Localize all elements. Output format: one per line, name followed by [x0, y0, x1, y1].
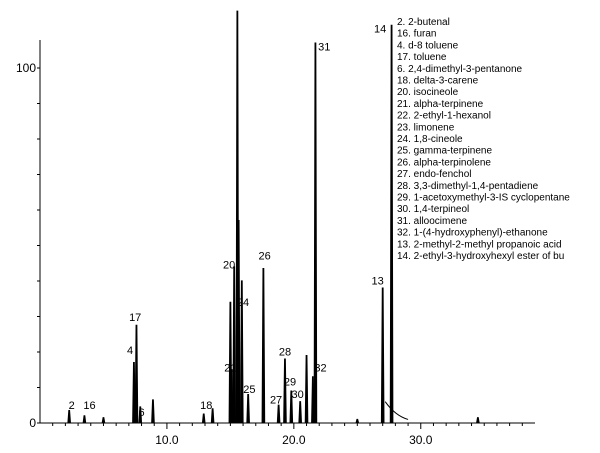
legend-entry: 13. 2-methyl-2-methyl propanoic acid: [397, 239, 562, 250]
peak-label-24: 24: [237, 297, 249, 309]
legend-entry: 32. 1-(4-hydroxyphenyl)-ethanone: [397, 228, 548, 239]
legend-entry: 16. furan: [397, 29, 436, 40]
legend-entry: 27. endo-fenchol: [397, 169, 472, 180]
peak-29: [289, 390, 294, 424]
legend-entry: 6. 2,4-dimethyl-3-pentanone: [397, 64, 523, 75]
legend-entry: 30. 1,4-terpineol: [397, 204, 469, 215]
peak-label-13: 13: [371, 276, 383, 288]
peak-unlabeled: [355, 418, 360, 424]
peak-label-18: 18: [200, 400, 212, 412]
legend-entry: 23. limonene: [397, 122, 455, 133]
peak-label-29: 29: [284, 377, 296, 389]
peak-16: [82, 415, 87, 424]
peak-2: [67, 409, 71, 424]
peak-31: [313, 42, 318, 424]
legend-entry: 20. isocineole: [397, 87, 459, 98]
peak-4: [132, 362, 136, 424]
peak-label-16: 16: [83, 400, 95, 412]
peak-label-31: 31: [318, 41, 330, 53]
peak-28: [283, 358, 287, 424]
peak-6: [138, 406, 143, 424]
legend-entry: 26. alpha-terpinolene: [397, 157, 491, 168]
peak-unlabeled: [304, 354, 309, 424]
peak-32: [311, 376, 315, 424]
peak-25: [246, 394, 250, 424]
legend-entry: 22. 2-ethyl-1-hexanol: [397, 111, 491, 122]
peak-label-25: 25: [243, 384, 255, 396]
peak-unlabeled: [151, 399, 155, 424]
peak-unlabeled: [201, 413, 206, 424]
legend-entry: 31. alloocimene: [397, 216, 467, 227]
legend-entry: 2. 2-butenal: [397, 17, 450, 28]
peak-24: [236, 220, 241, 424]
peak-13: [380, 287, 385, 424]
peak-27: [276, 404, 281, 424]
peak-17: [134, 324, 139, 424]
peak-label-2: 2: [69, 400, 75, 412]
axis-ticks: 10.0 20.0 30.0 0 100: [16, 61, 433, 447]
legend-entry: 14. 2-ethyl-3-hydroxyhexyl ester of bu: [397, 251, 564, 262]
peak-18: [210, 408, 215, 424]
peak-14-tail: [384, 401, 409, 420]
chromatogram-trace: [43, 10, 529, 424]
peak-unlabeled: [240, 280, 244, 424]
legend-entry: 25. gamma-terpinene: [397, 146, 492, 157]
peak-label-32: 32: [314, 363, 326, 375]
x-tick-label: 20.0: [282, 433, 306, 447]
peak-21: [229, 369, 234, 424]
legend-entry: 24. 1,8-cineole: [397, 134, 463, 145]
legend-entry: 18. delta-3-carene: [397, 76, 479, 87]
peak-unlabeled: [101, 417, 106, 424]
peak-label-6: 6: [138, 407, 144, 419]
legend-entry: 4. d-8 toluene: [397, 40, 459, 51]
x-tick-label: 10.0: [155, 433, 179, 447]
peak-label-4: 4: [127, 345, 133, 357]
legend-entry: 17. toluene: [397, 52, 447, 63]
peak-label-30: 30: [292, 389, 304, 401]
peak-label-14: 14: [374, 24, 386, 36]
peak-14: [389, 24, 394, 424]
peak-label-26: 26: [259, 251, 271, 263]
x-tick-label: 30.0: [409, 433, 433, 447]
peak-26: [261, 267, 266, 424]
legend-entry: 29. 1-acetoxymethyl-3-IS cyclopentane: [397, 193, 570, 204]
peak-label-17: 17: [129, 312, 141, 324]
peak-30: [298, 401, 302, 424]
peak-unlabeled: [476, 417, 480, 424]
legend-entry: 28. 3,3-dimethyl-1,4-pentadiene: [397, 181, 539, 192]
peak-label-20: 20: [223, 260, 235, 272]
legend-entry: 21. alpha-terpinene: [397, 99, 484, 110]
y-tick-label: 100: [16, 61, 36, 75]
y-tick-label: 0: [29, 416, 36, 430]
peak-label-27: 27: [270, 394, 282, 406]
peak-label-28: 28: [279, 347, 291, 359]
peak-label-21: 21: [224, 363, 236, 375]
peak-20: [232, 266, 236, 424]
